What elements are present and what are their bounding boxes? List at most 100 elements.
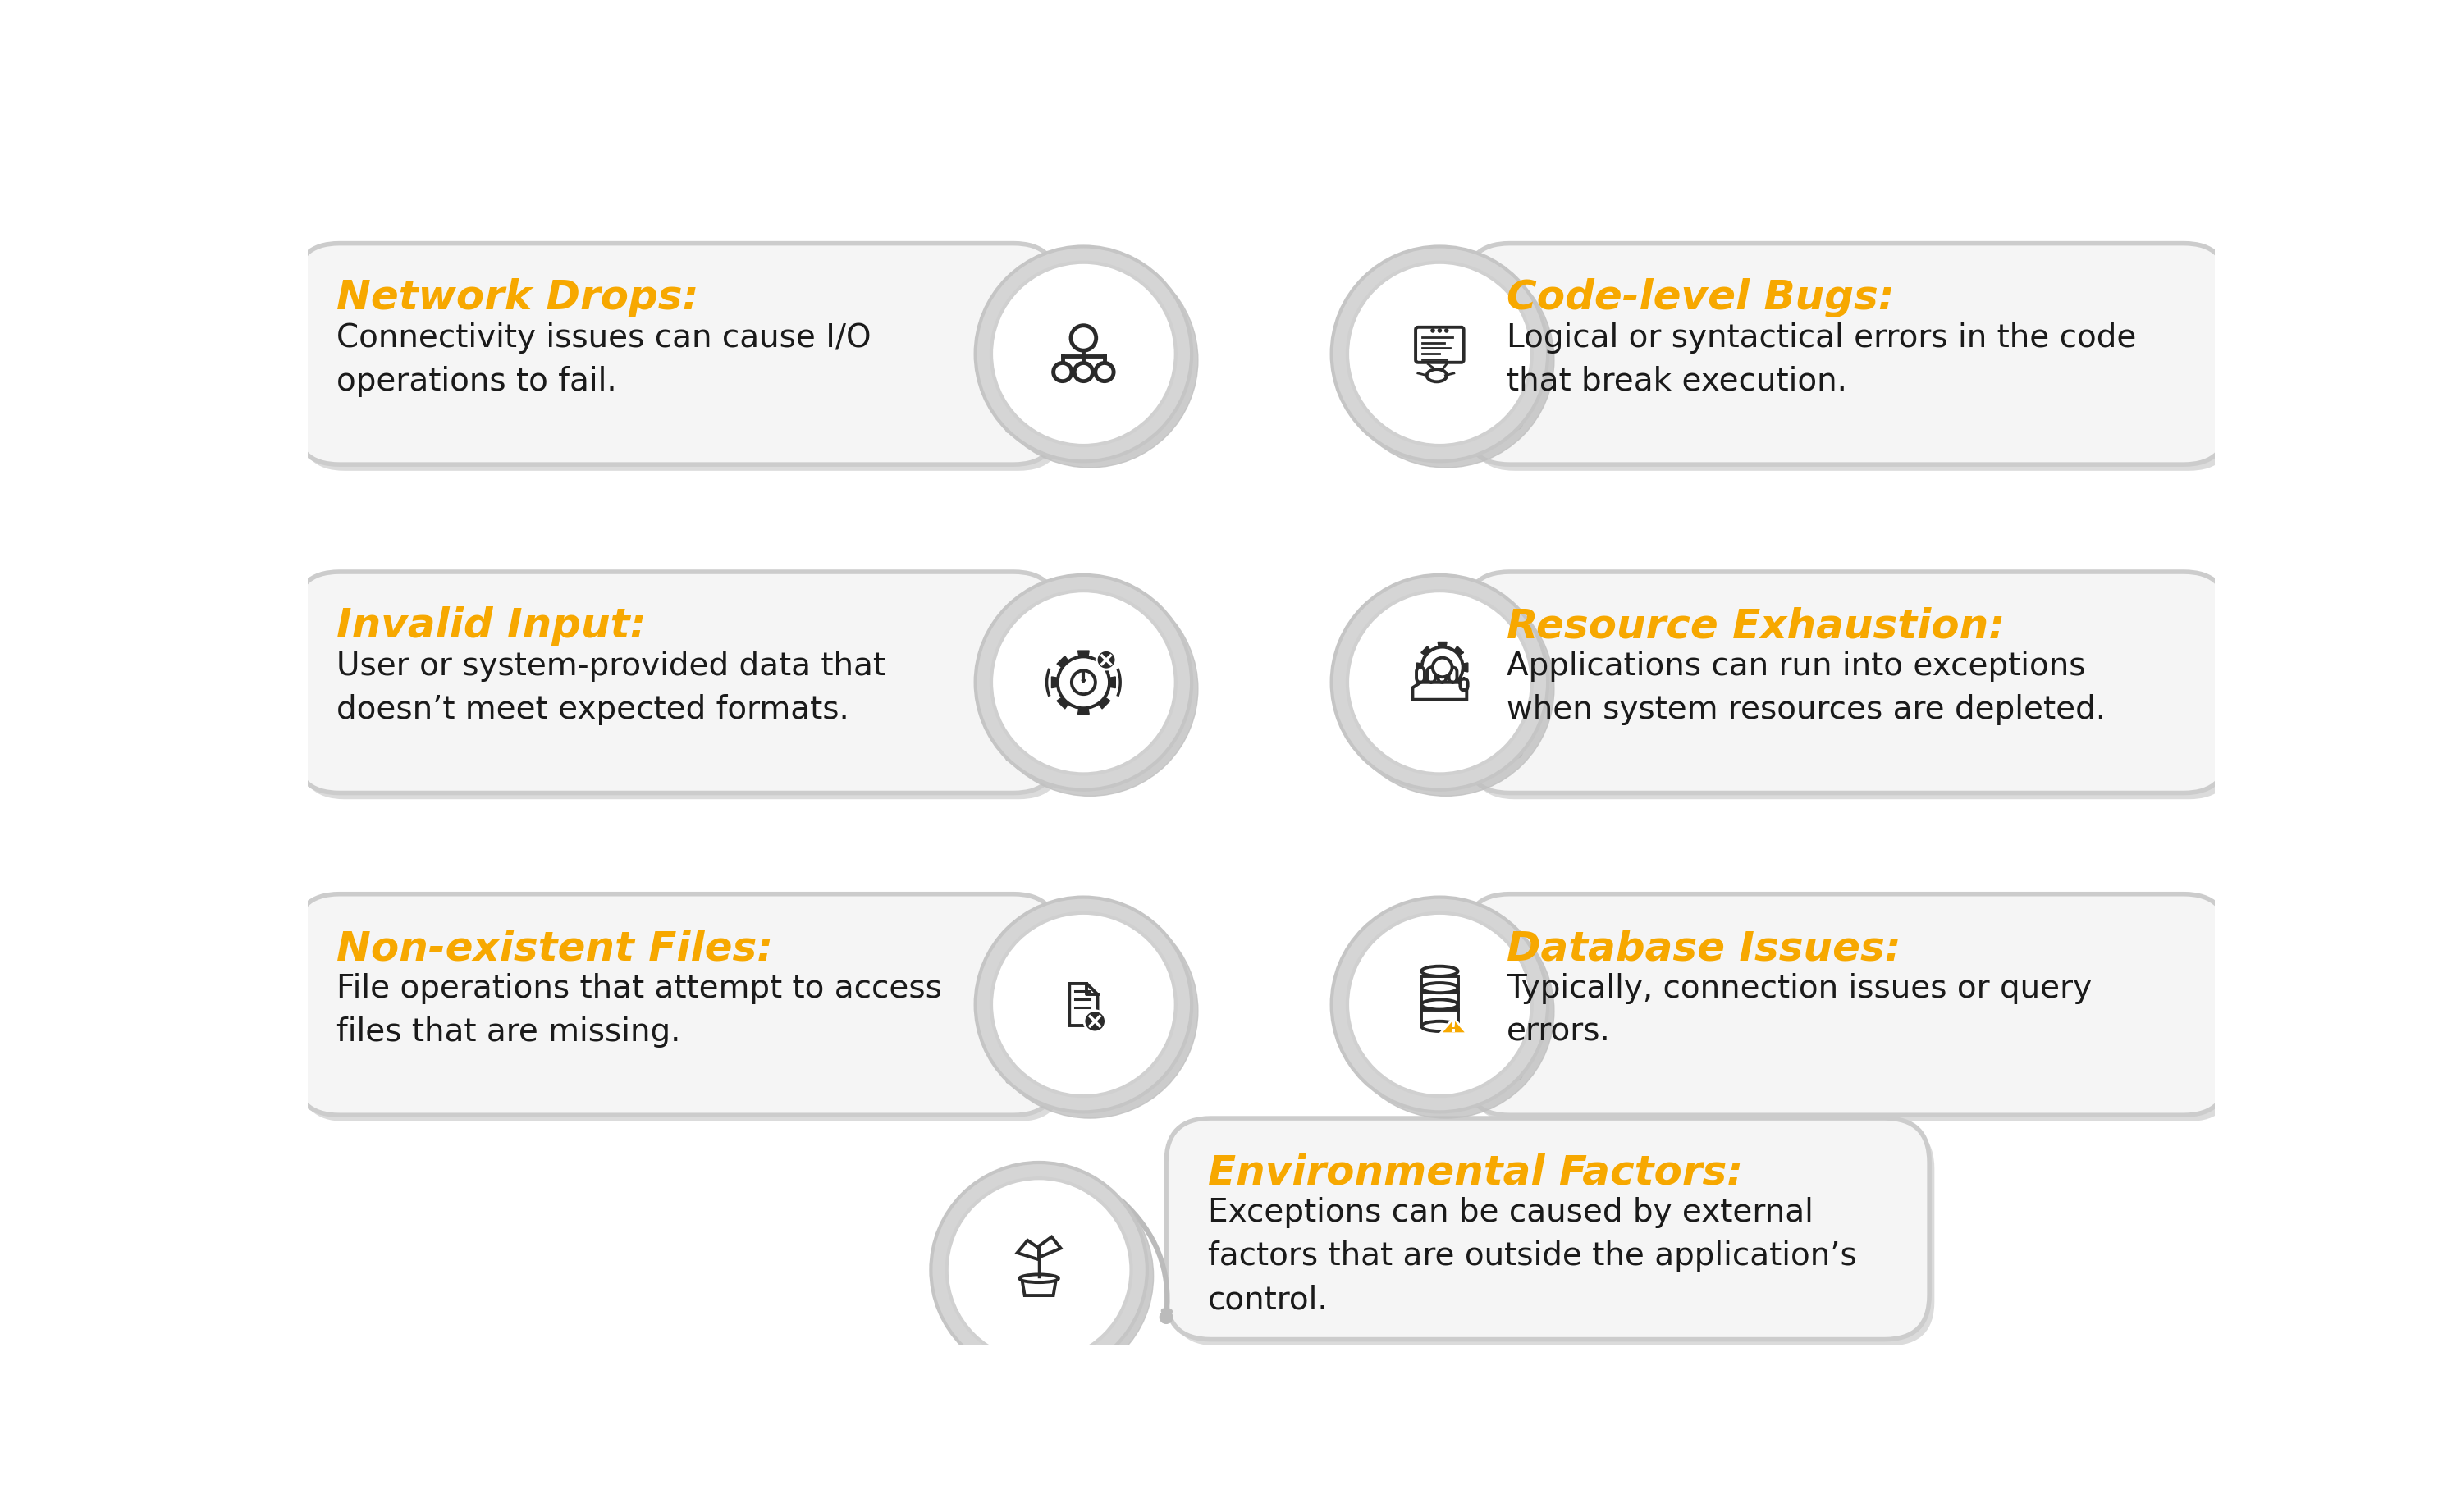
Circle shape (1058, 656, 1110, 708)
Polygon shape (1098, 697, 1110, 709)
Polygon shape (1021, 1279, 1056, 1296)
FancyBboxPatch shape (295, 894, 1058, 1116)
Circle shape (1048, 765, 1061, 777)
Circle shape (1083, 1010, 1105, 1033)
Text: Non-existent Files:: Non-existent Files: (337, 928, 773, 968)
Circle shape (947, 1178, 1132, 1361)
Circle shape (975, 246, 1191, 461)
Polygon shape (1039, 1237, 1061, 1258)
Circle shape (1331, 575, 1548, 789)
Polygon shape (1016, 1240, 1039, 1259)
Polygon shape (1437, 688, 1447, 692)
FancyBboxPatch shape (1459, 679, 1467, 691)
Text: !: ! (1450, 1019, 1457, 1036)
Circle shape (1349, 913, 1531, 1096)
Circle shape (982, 904, 1199, 1119)
Polygon shape (1051, 677, 1058, 688)
Polygon shape (1462, 662, 1467, 671)
Polygon shape (1098, 656, 1110, 668)
Polygon shape (1420, 646, 1430, 656)
Bar (1422, 977, 1457, 993)
Ellipse shape (1422, 966, 1457, 977)
Circle shape (1349, 591, 1531, 774)
Circle shape (1349, 262, 1531, 446)
Text: User or system-provided data that
doesn’t meet expected formats.: User or system-provided data that doesn’… (337, 650, 886, 726)
Polygon shape (1078, 708, 1090, 714)
Polygon shape (1071, 984, 1098, 1025)
Text: Logical or syntactical errors in the code
that break execution.: Logical or syntactical errors in the cod… (1506, 322, 2136, 398)
Circle shape (930, 1163, 1147, 1377)
Ellipse shape (1422, 1021, 1457, 1031)
Circle shape (1159, 1311, 1171, 1323)
Circle shape (982, 581, 1199, 797)
FancyBboxPatch shape (1415, 327, 1464, 363)
Text: Code-level Bugs:: Code-level Bugs: (1506, 278, 1895, 318)
Circle shape (1053, 363, 1071, 381)
Polygon shape (1440, 1018, 1467, 1034)
Polygon shape (1418, 662, 1422, 671)
Circle shape (938, 1169, 1154, 1383)
Circle shape (1095, 363, 1115, 381)
Polygon shape (1413, 682, 1467, 700)
Circle shape (1331, 246, 1548, 461)
Circle shape (992, 591, 1176, 774)
Text: Typically, connection issues or query
errors.: Typically, connection issues or query er… (1506, 972, 2092, 1048)
FancyBboxPatch shape (1464, 243, 2227, 464)
Polygon shape (1420, 679, 1430, 688)
FancyBboxPatch shape (1469, 578, 2232, 800)
Circle shape (1437, 328, 1442, 333)
FancyBboxPatch shape (300, 249, 1063, 470)
Circle shape (1432, 658, 1452, 677)
Bar (1422, 1010, 1457, 1027)
Ellipse shape (1422, 999, 1457, 1010)
FancyBboxPatch shape (1418, 667, 1425, 682)
Ellipse shape (1427, 369, 1447, 381)
Circle shape (1339, 253, 1555, 467)
Polygon shape (1110, 677, 1115, 688)
Polygon shape (1078, 650, 1090, 658)
Circle shape (975, 575, 1191, 789)
Polygon shape (1454, 646, 1464, 656)
Ellipse shape (1019, 1275, 1058, 1282)
Circle shape (1071, 325, 1095, 351)
Circle shape (1339, 904, 1555, 1119)
FancyBboxPatch shape (300, 578, 1063, 800)
Text: File operations that attempt to access
files that are missing.: File operations that attempt to access f… (337, 972, 943, 1048)
Circle shape (1445, 328, 1450, 333)
Text: Network Drops:: Network Drops: (337, 278, 699, 318)
Polygon shape (1437, 643, 1447, 647)
Text: Applications can run into exceptions
when system resources are depleted.: Applications can run into exceptions whe… (1506, 650, 2107, 726)
FancyBboxPatch shape (295, 572, 1058, 792)
Polygon shape (1056, 656, 1068, 668)
Bar (1422, 993, 1457, 1010)
FancyBboxPatch shape (1450, 667, 1457, 682)
Circle shape (1430, 328, 1435, 333)
Circle shape (1075, 363, 1093, 381)
Circle shape (992, 913, 1176, 1096)
FancyBboxPatch shape (1469, 900, 2232, 1122)
FancyBboxPatch shape (1464, 894, 2227, 1116)
Text: Exceptions can be caused by external
factors that are outside the application’s
: Exceptions can be caused by external fac… (1208, 1198, 1856, 1315)
Polygon shape (1454, 679, 1464, 688)
FancyBboxPatch shape (1464, 572, 2227, 792)
FancyBboxPatch shape (295, 243, 1058, 464)
FancyBboxPatch shape (1171, 1125, 1934, 1346)
Circle shape (1422, 647, 1462, 688)
Circle shape (982, 253, 1199, 467)
FancyBboxPatch shape (1167, 1119, 1929, 1340)
Circle shape (1509, 417, 1523, 429)
Polygon shape (1056, 697, 1068, 709)
Circle shape (1048, 1087, 1061, 1099)
Ellipse shape (1422, 983, 1457, 993)
FancyBboxPatch shape (1469, 249, 2232, 470)
FancyBboxPatch shape (1437, 667, 1447, 682)
Text: Invalid Input:: Invalid Input: (337, 606, 647, 646)
Circle shape (1339, 581, 1555, 797)
Text: Resource Exhaustion:: Resource Exhaustion: (1506, 606, 2006, 646)
Text: Environmental Factors:: Environmental Factors: (1208, 1154, 1742, 1193)
Circle shape (1098, 650, 1115, 670)
Circle shape (1048, 435, 1061, 449)
Circle shape (1331, 897, 1548, 1111)
Circle shape (1509, 1067, 1523, 1081)
FancyBboxPatch shape (300, 900, 1063, 1122)
